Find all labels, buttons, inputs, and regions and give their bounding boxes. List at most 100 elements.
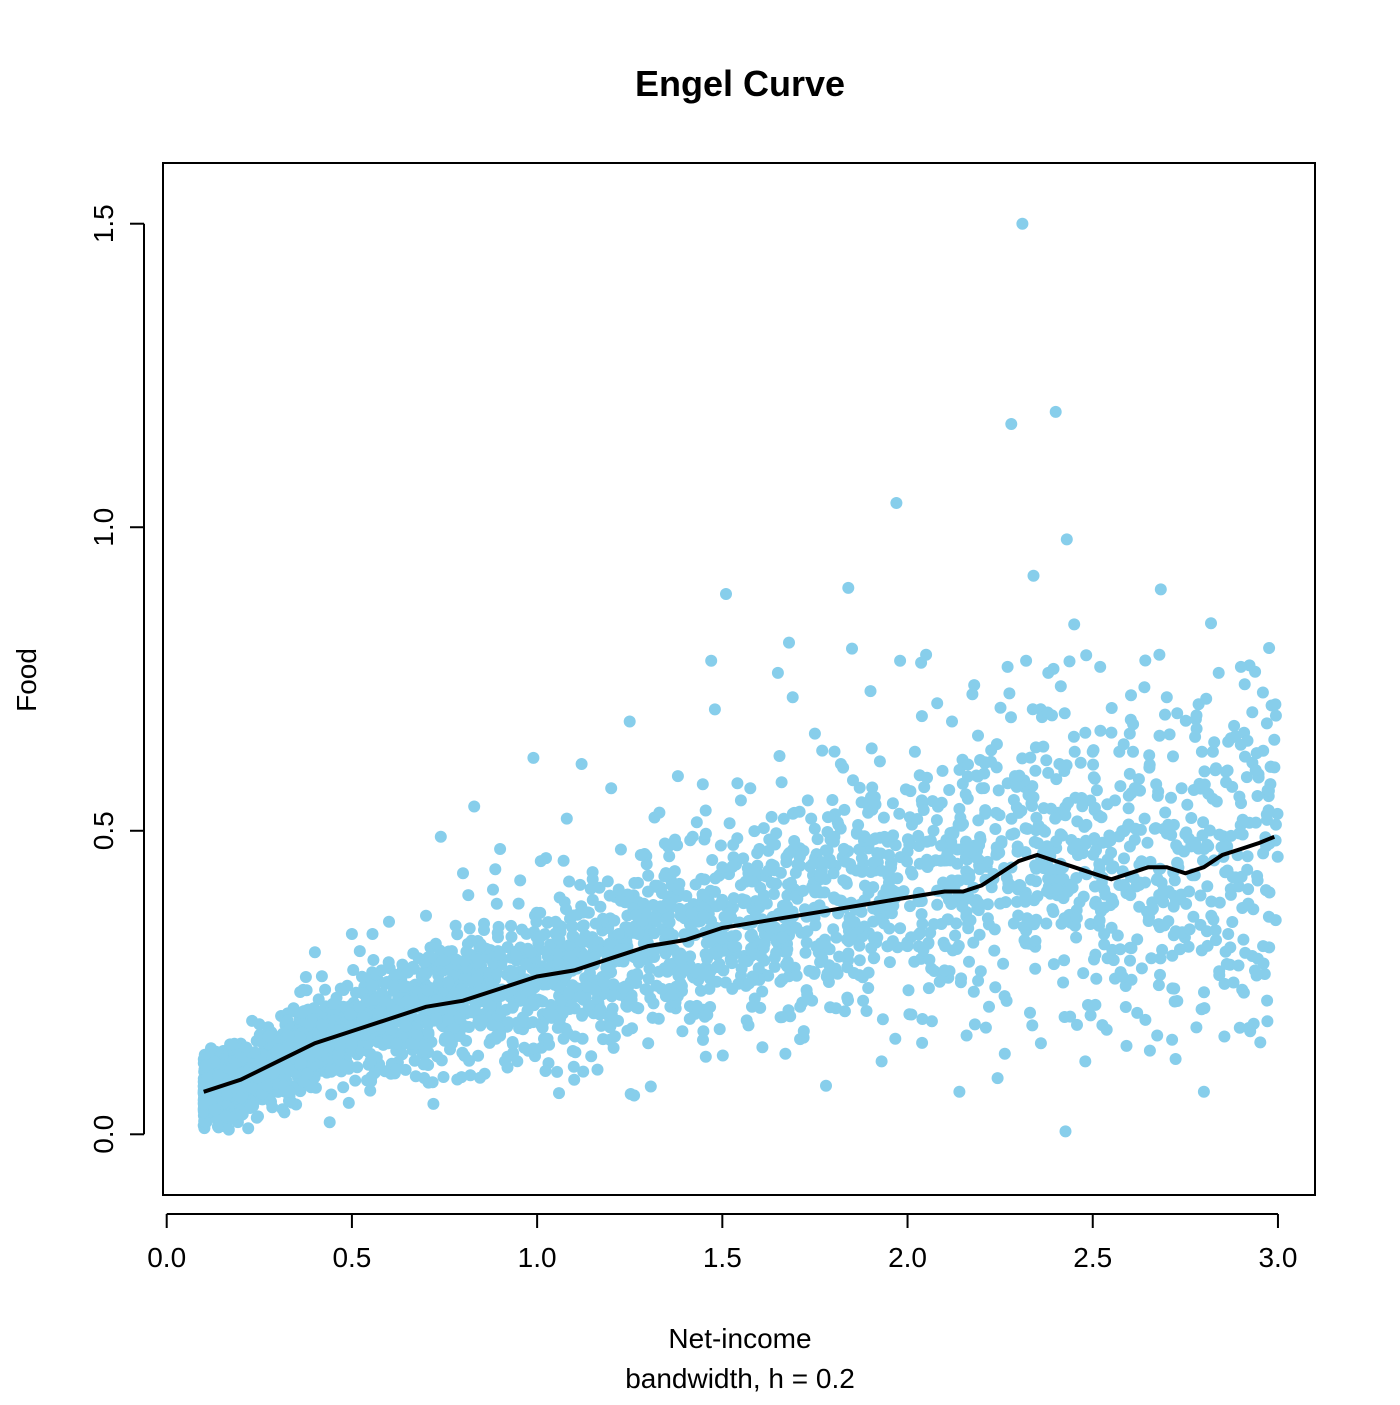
- y-axis: 0.0 0.5 1.0 1.5: [88, 204, 145, 1154]
- scatter-point: [1152, 979, 1165, 992]
- scatter-point: [1144, 855, 1157, 868]
- scatter-point: [674, 977, 687, 990]
- scatter-point: [299, 971, 312, 983]
- scatter-point: [1139, 654, 1152, 667]
- scatter-point: [1074, 756, 1087, 769]
- scatter-point: [595, 1019, 608, 1032]
- scatter-point: [1046, 709, 1058, 722]
- scatter-point: [1196, 829, 1209, 842]
- scatter-point: [931, 898, 944, 911]
- scatter-point: [521, 1004, 534, 1017]
- scatter-point: [489, 863, 502, 876]
- scatter-point: [716, 932, 729, 945]
- scatter-point: [576, 1032, 589, 1045]
- scatter-point: [790, 921, 803, 934]
- scatter-point: [969, 895, 981, 908]
- scatter-point: [666, 988, 679, 1001]
- scatter-point: [828, 830, 841, 843]
- scatter-point: [506, 1038, 519, 1051]
- scatter-point: [736, 893, 749, 906]
- scatter-point: [726, 860, 739, 873]
- scatter-point: [1141, 836, 1154, 849]
- scatter-point: [505, 930, 518, 943]
- scatter-point: [904, 900, 916, 913]
- scatter-point: [294, 1085, 307, 1098]
- scatter-point: [1260, 884, 1272, 897]
- scatter-point: [492, 920, 505, 933]
- scatter-point: [525, 946, 538, 959]
- scatter-point: [1241, 734, 1254, 747]
- scatter-point: [1233, 1021, 1246, 1034]
- scatter-point: [788, 835, 801, 847]
- scatter-point: [1224, 888, 1237, 901]
- scatter-point: [1042, 872, 1055, 885]
- scatter-point: [780, 856, 793, 869]
- scatter-point: [1079, 837, 1092, 850]
- scatter-point: [708, 703, 721, 716]
- scatter-point: [1067, 730, 1080, 743]
- x-tick-label: 1.0: [518, 1242, 557, 1273]
- scatter-point: [990, 841, 1003, 854]
- scatter-point: [830, 931, 843, 944]
- scatter-point: [1261, 994, 1274, 1007]
- scatter-point: [837, 842, 850, 855]
- scatter-point: [973, 863, 986, 876]
- scatter-point: [1135, 962, 1148, 975]
- scatter-point: [1250, 969, 1263, 982]
- scatter-point: [1125, 689, 1137, 702]
- scatter-point: [885, 861, 897, 874]
- scatter-point: [225, 1063, 238, 1076]
- scatter-point: [551, 947, 563, 960]
- scatter-point: [701, 952, 714, 965]
- scatter-point: [901, 855, 913, 868]
- scatter-point: [582, 999, 595, 1012]
- scatter-point: [1242, 897, 1255, 910]
- scatter-point: [1190, 722, 1203, 735]
- scatter-point: [983, 1000, 995, 1013]
- scatter-point: [1049, 812, 1062, 825]
- scatter-point: [868, 794, 881, 807]
- scatter-point: [800, 936, 813, 949]
- scatter-point: [1153, 729, 1166, 742]
- scatter-point: [246, 1082, 259, 1094]
- scatter-point: [1087, 848, 1100, 861]
- scatter-point: [276, 1103, 289, 1116]
- scatter-point: [1166, 1033, 1179, 1046]
- scatter-point: [199, 1115, 212, 1128]
- scatter-point: [475, 940, 488, 953]
- scatter-point: [1269, 818, 1282, 831]
- scatter-point: [574, 934, 587, 947]
- scatter-point: [1116, 970, 1129, 983]
- scatter-point: [905, 1008, 918, 1021]
- scatter-point: [994, 701, 1007, 714]
- scatter-point: [220, 1110, 232, 1123]
- scatter-point: [505, 919, 517, 932]
- scatter-point: [1201, 880, 1214, 893]
- scatter-point: [955, 972, 968, 985]
- scatter-point: [853, 939, 866, 952]
- scatter-point: [385, 1022, 398, 1035]
- scatter-point: [1183, 885, 1196, 898]
- x-tick-label: 2.0: [888, 1242, 927, 1273]
- scatter-point: [959, 788, 972, 801]
- scatter-point: [506, 967, 519, 980]
- scatter-point: [1070, 931, 1083, 944]
- scatter-point: [834, 758, 847, 770]
- scatter-point: [339, 1059, 352, 1072]
- scatter-point: [946, 944, 959, 957]
- scatter-point: [768, 921, 781, 934]
- scatter-point: [963, 955, 975, 968]
- scatter-point: [1197, 1085, 1210, 1098]
- scatter-point: [989, 823, 1002, 835]
- scatter-point: [478, 924, 490, 936]
- scatter-point: [586, 894, 599, 906]
- scatter-point: [494, 843, 507, 855]
- scatter-point: [1180, 897, 1193, 910]
- scatter-point: [1093, 901, 1106, 914]
- scatter-point: [709, 885, 721, 898]
- scatter-point: [1007, 917, 1020, 930]
- scatter-point: [960, 873, 973, 886]
- scatter-point: [557, 854, 570, 867]
- scatter-point: [997, 957, 1010, 970]
- scatter-point: [758, 937, 771, 950]
